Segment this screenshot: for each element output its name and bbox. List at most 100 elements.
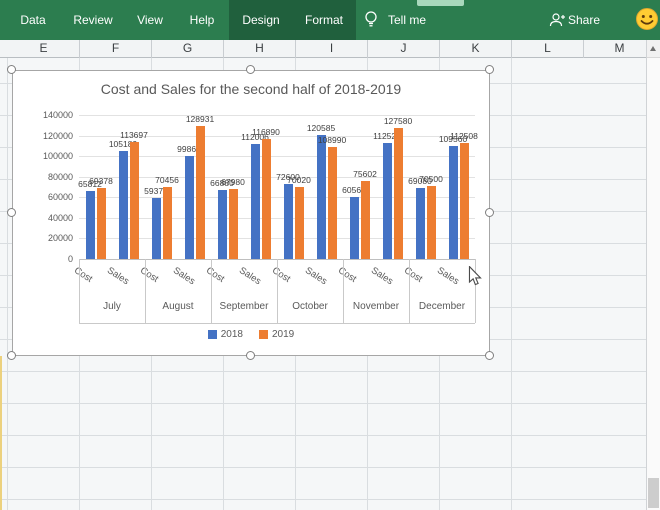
- gridline: [79, 238, 475, 240]
- selection-handle[interactable]: [246, 65, 255, 74]
- data-label: 127580: [383, 115, 413, 126]
- data-label: 116890: [252, 126, 280, 137]
- share-person-icon: [548, 11, 566, 34]
- column-header-g[interactable]: G: [152, 40, 224, 58]
- category-separator: [211, 259, 212, 323]
- bar-2019-cost[interactable]: [426, 186, 436, 259]
- category-separator: [409, 259, 410, 323]
- column-header-f[interactable]: F: [80, 40, 152, 58]
- bar-2018-sales[interactable]: [184, 156, 194, 259]
- bar-2019-cost[interactable]: [294, 186, 304, 259]
- month-label: December: [418, 301, 466, 312]
- category-label: Cost: [203, 265, 226, 285]
- category-label: Cost: [269, 265, 292, 285]
- chart-object[interactable]: Cost and Sales for the second half of 20…: [12, 70, 490, 356]
- column-header-e[interactable]: E: [8, 40, 80, 58]
- bar-2019-sales[interactable]: [129, 142, 139, 259]
- data-label: 105189: [108, 138, 138, 149]
- bar-2018-cost[interactable]: [217, 190, 227, 259]
- ribbon-tab-view[interactable]: View: [137, 13, 163, 27]
- y-axis-label: 100000: [42, 151, 73, 162]
- data-label: 69378: [89, 175, 113, 186]
- bar-2018-sales[interactable]: [382, 143, 392, 259]
- bar-2018-sales[interactable]: [118, 150, 128, 259]
- bar-2018-cost[interactable]: [415, 187, 425, 259]
- y-axis-label: 80000: [47, 171, 73, 182]
- mouse-cursor: [468, 265, 482, 292]
- ribbon-tab-review[interactable]: Review: [73, 13, 113, 27]
- bar-2018-cost[interactable]: [85, 191, 95, 259]
- column-header-j[interactable]: J: [368, 40, 440, 58]
- legend-label: 2019: [272, 329, 295, 340]
- column-header-l[interactable]: L: [512, 40, 584, 58]
- data-label: 112508: [450, 131, 478, 142]
- gridline: [79, 115, 475, 116]
- category-separator: [79, 259, 80, 323]
- data-label: 99862: [177, 144, 201, 155]
- scrollbar-thumb[interactable]: [648, 478, 659, 508]
- selection-handle[interactable]: [7, 65, 16, 74]
- y-axis-label: 20000: [47, 233, 73, 244]
- gridline: [79, 217, 475, 219]
- bar-2018-sales[interactable]: [316, 134, 326, 259]
- selection-handle[interactable]: [7, 351, 16, 360]
- data-label: 128931: [185, 114, 215, 125]
- selection-handle[interactable]: [485, 65, 494, 74]
- gridline: [79, 197, 475, 199]
- bar-2019-sales[interactable]: [261, 138, 271, 259]
- chart-legend: 2018 2019: [13, 329, 489, 340]
- bar-2019-cost[interactable]: [360, 181, 370, 259]
- legend-label: 2018: [220, 329, 243, 340]
- gridline: [79, 176, 475, 178]
- month-label: July: [103, 301, 121, 312]
- data-label: 60560: [342, 184, 366, 195]
- data-label: 66880: [210, 178, 234, 189]
- ribbon: Data Review View Help Design Format Tell me S…: [0, 0, 660, 40]
- bar-2019-cost[interactable]: [162, 186, 172, 259]
- scroll-up-button[interactable]: [647, 40, 660, 58]
- selection-handle[interactable]: [246, 351, 255, 360]
- ribbon-tab-help[interactable]: Help: [189, 13, 215, 27]
- ribbon-tab-format[interactable]: Format: [304, 13, 344, 27]
- bar-2019-cost[interactable]: [96, 187, 106, 259]
- category-label: Sales: [170, 265, 197, 288]
- bar-2019-sales[interactable]: [459, 143, 469, 259]
- selection-handle[interactable]: [485, 208, 494, 217]
- column-header-h[interactable]: H: [224, 40, 296, 58]
- bar-2018-cost[interactable]: [283, 184, 293, 259]
- data-label: 70020: [287, 174, 311, 185]
- share-label: Share: [568, 13, 601, 27]
- bar-2018-sales[interactable]: [448, 146, 458, 259]
- legend-swatch-icon: [207, 330, 217, 339]
- y-axis-label: 0: [67, 254, 73, 264]
- data-label: 59378: [144, 185, 168, 196]
- bar-2018-cost[interactable]: [151, 197, 161, 259]
- chart-tools-contextual-block: [229, 0, 356, 40]
- column-header-k[interactable]: K: [440, 40, 512, 58]
- vertical-scrollbar[interactable]: [646, 40, 660, 510]
- tell-me-box[interactable]: Tell me: [388, 13, 427, 27]
- category-separator: [145, 259, 146, 323]
- bar-2019-sales[interactable]: [327, 146, 337, 259]
- y-axis-label: 40000: [47, 212, 73, 223]
- column-header-i[interactable]: I: [296, 40, 368, 58]
- ribbon-tab-data[interactable]: Data: [20, 13, 46, 27]
- month-label: November: [352, 301, 400, 312]
- smiley-face-icon: [635, 7, 659, 36]
- bar-2018-sales[interactable]: [250, 143, 260, 259]
- category-label: Sales: [104, 265, 131, 288]
- data-label: 70456: [155, 174, 179, 185]
- category-separator: [343, 259, 344, 323]
- selection-handle[interactable]: [7, 208, 16, 217]
- category-label: Sales: [434, 265, 461, 288]
- bar-2019-cost[interactable]: [228, 189, 238, 259]
- scroll-up-arrow-icon: [650, 46, 656, 51]
- bar-2019-sales[interactable]: [393, 127, 403, 259]
- selection-handle[interactable]: [485, 351, 494, 360]
- data-label: 69080: [408, 175, 432, 186]
- bar-2018-cost[interactable]: [349, 196, 359, 259]
- bar-2019-sales[interactable]: [195, 126, 205, 259]
- ribbon-tab-design[interactable]: Design: [242, 13, 280, 27]
- legend-item-2019: 2019: [259, 329, 294, 340]
